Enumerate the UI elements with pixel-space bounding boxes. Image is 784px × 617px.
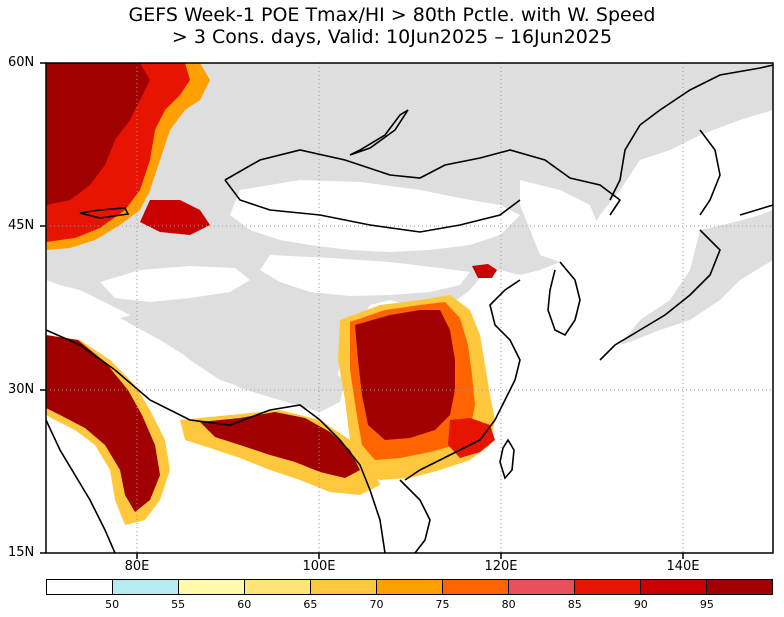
lat-label-30n: 30N	[8, 382, 35, 397]
colorbar-tick-label: 75	[435, 598, 450, 611]
colorbar-swatch	[509, 580, 575, 594]
lon-label-120e: 120E	[484, 559, 518, 574]
coastlines	[46, 64, 773, 553]
colorbar-swatch	[179, 580, 245, 594]
gray-japan-region	[620, 210, 773, 345]
title-line-1: GEFS Week-1 POE Tmax/HI > 80th Pctle. wi…	[128, 4, 656, 26]
axis-ticks	[40, 62, 684, 559]
colorbar-tick-label: 85	[567, 598, 582, 611]
white-northeast-china	[520, 180, 600, 262]
colorbar-tick-label: 70	[369, 598, 384, 611]
colorbar-swatch	[113, 580, 179, 594]
lon-label-100e: 100E	[302, 559, 336, 574]
heat-pakistan-core	[46, 335, 160, 512]
colorbar-swatch	[47, 580, 113, 594]
graticule	[46, 63, 773, 553]
colorbar-tick-label: 65	[303, 598, 318, 611]
colorbar-swatch	[707, 580, 772, 594]
heat-southeast-coast	[448, 418, 495, 458]
lat-label-15n: 15N	[8, 545, 35, 560]
heat-south-china-core	[355, 310, 455, 440]
heat-beijing-patch	[472, 264, 497, 278]
heat-east-india-core	[200, 412, 360, 478]
colorbar-swatch	[311, 580, 377, 594]
colorbar-tick-label: 80	[501, 598, 516, 611]
colorbar-swatch	[377, 580, 443, 594]
colorbar-swatch	[443, 580, 509, 594]
colorbar-tick-label: 90	[633, 598, 648, 611]
colorbar-tick-label: 95	[699, 598, 714, 611]
gray-tibet-region	[120, 310, 345, 412]
colorbar	[46, 579, 773, 595]
lat-label-45n: 45N	[8, 218, 35, 233]
heat-central-asia-core	[46, 63, 150, 205]
colorbar-tick-label: 60	[237, 598, 252, 611]
map-title: GEFS Week-1 POE Tmax/HI > 80th Pctle. wi…	[0, 4, 784, 48]
map-frame	[45, 62, 774, 554]
colorbar-swatch	[641, 580, 707, 594]
title-line-2: > 3 Cons. days, Valid: 10Jun2025 – 16Jun…	[171, 26, 613, 48]
colorbar-tick-label: 50	[105, 598, 120, 611]
heat-kazakh-strip	[140, 200, 210, 235]
white-interior-band	[230, 180, 520, 252]
lon-label-80e: 80E	[124, 559, 150, 574]
white-interior-band-2	[260, 255, 470, 296]
lat-label-60n: 60N	[8, 55, 35, 70]
lon-label-140e: 140E	[666, 559, 700, 574]
colorbar-tick-label: 55	[171, 598, 186, 611]
colorbar-swatch	[245, 580, 311, 594]
colorbar-swatch	[575, 580, 641, 594]
